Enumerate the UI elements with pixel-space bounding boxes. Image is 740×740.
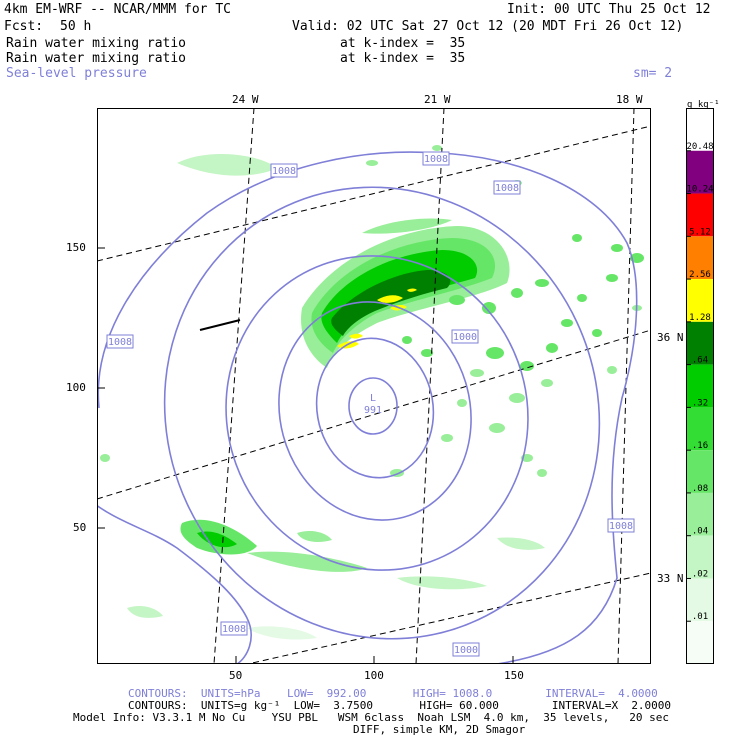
field-2-name: Rain water mixing ratio [6,51,187,66]
map-frame [97,108,651,664]
contour-label: 1008 [108,337,132,348]
contours-slp-info: CONTOURS: UNITS=hPa LOW= 992.00 HIGH= 10… [128,687,658,700]
contour-label: 1008 [222,624,246,635]
colorbar-level-label: 20.48 [686,142,713,152]
shear-vector [199,319,241,331]
colorbar-swatch [686,492,714,536]
x-tick-50: 50 [229,669,243,682]
colorbar-swatch [686,450,714,493]
colorbar-swatch [686,193,714,237]
x-tick-150: 150 [504,669,524,682]
forecast-label: Fcst: [4,19,44,34]
model-title: 4km EM-WRF -- NCAR/MMM for TC [4,2,231,17]
lat-lon-grid [97,108,651,664]
colorbar-swatch [686,321,714,365]
weather-map: 1008 1008 1008 1008 1008 1008 1000 1000 … [97,108,651,664]
colorbar-level-label: 5.12 [689,227,711,237]
axis-ticks [97,247,514,664]
colorbar-swatch [686,578,714,622]
colorbar-level-label: .64 [692,356,708,366]
colorbar-level-label: 2.56 [689,270,711,280]
rain-shading [100,145,644,640]
colorbar-swatch [686,236,714,280]
colorbar-swatch [686,621,714,664]
contour-label: 1000 [453,332,477,343]
lon-label-21w: 21 W [424,93,451,106]
contours-rain-info: CONTOURS: UNITS=g kg⁻¹ LOW= 3.7500 HIGH=… [128,699,672,712]
lat-label-36n: 36 N [657,331,684,344]
lon-label-24w: 24 W [232,93,259,106]
pressure-contours [97,151,638,664]
colorbar-unit: g kg⁻¹ [687,100,720,110]
x-tick-100: 100 [364,669,384,682]
model-info: Model Info: V3.3.1 M No Cu YSU PBL WSM 6… [73,711,670,724]
colorbar-level-label: 10.24 [686,185,713,195]
field-1-level: at k-index = 35 [340,36,466,51]
colorbar-level-label: .16 [692,441,708,451]
colorbar-swatch [686,108,714,151]
colorbar: 20.48 10.24 5.12 2.56 1.28 .64 .32 .16 .08 .04 .02… [686,108,714,664]
diffusion-info: DIFF, simple KM, 2D Smagor [353,723,526,736]
low-center-value: 991 [364,405,382,416]
colorbar-level-label: .08 [692,484,708,494]
colorbar-level-label: .01 [692,612,708,622]
low-center-symbol: L [370,393,376,404]
field-1-name: Rain water mixing ratio [6,36,187,51]
colorbar-swatch [686,535,714,579]
forecast-hours: 50 h [60,19,92,34]
lon-label-18w: 18 W [616,93,643,106]
contour-label: 1008 [609,521,633,532]
lat-label-33n: 33 N [657,572,684,585]
colorbar-swatch [686,407,714,451]
contour-label: 1008 [272,166,296,177]
colorbar-swatch [686,279,714,322]
colorbar-swatch [686,364,714,408]
overlay-field-name: Sea-level pressure [6,66,147,81]
y-tick-100: 100 [66,381,86,394]
colorbar-swatch [686,150,714,194]
valid-time: Valid: 02 UTC Sat 27 Oct 12 (20 MDT Fri … [292,19,684,34]
contour-label: 1008 [424,154,448,165]
init-time: Init: 00 UTC Thu 25 Oct 12 [507,2,711,17]
smoothing-label: sm= 2 [633,66,673,81]
colorbar-level-label: 1.28 [689,313,711,323]
colorbar-level-label: .04 [692,527,708,537]
colorbar-level-label: .32 [692,398,708,408]
field-2-level: at k-index = 35 [340,51,466,66]
contour-label: 1000 [454,645,478,656]
contour-label: 1008 [495,183,519,194]
y-tick-150: 150 [66,241,86,254]
y-tick-50: 50 [73,521,87,534]
colorbar-level-label: .02 [692,569,708,579]
